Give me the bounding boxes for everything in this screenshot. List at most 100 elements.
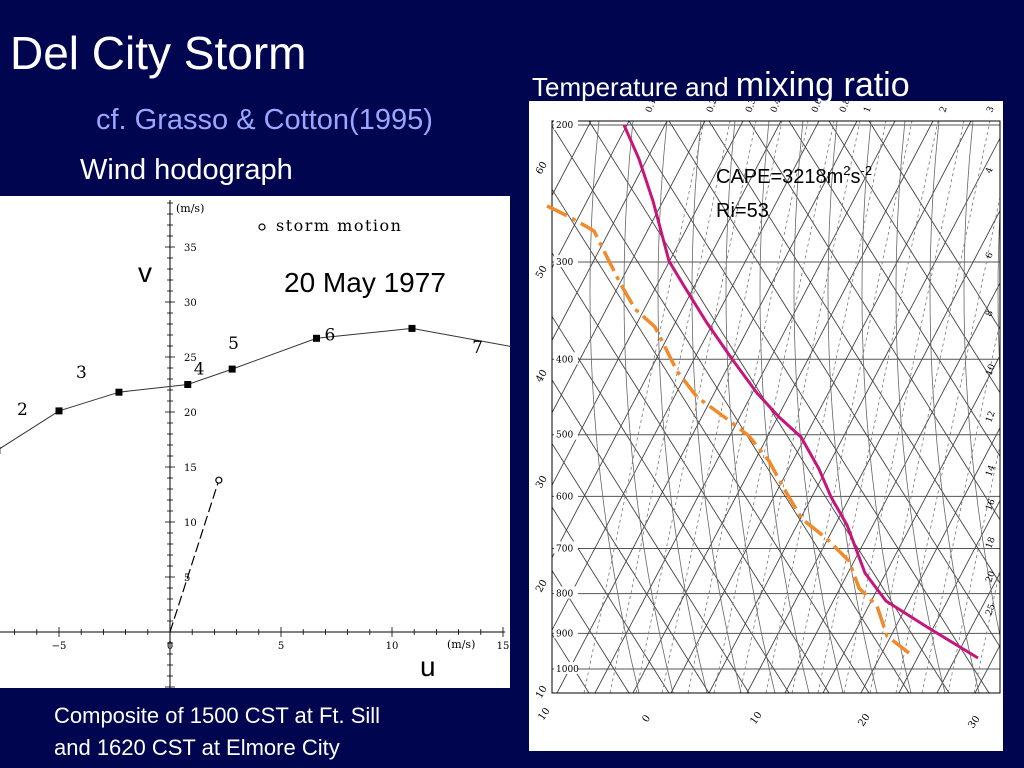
pressure-label-bg — [554, 541, 578, 554]
temperature-profile — [622, 124, 979, 660]
hodograph-level-label: 5 — [228, 334, 239, 354]
isotherm — [860, 427, 1000, 693]
moist-adiabat — [861, 121, 912, 693]
u-tick-label: 15 — [497, 641, 510, 652]
dry-adiabat — [552, 506, 670, 693]
mixing-ratio-label: 4 — [984, 166, 995, 175]
pressure-label: 700 — [556, 544, 573, 554]
hodograph-level-marker — [228, 365, 236, 373]
pressure-label-bg — [554, 626, 578, 639]
v-tick-label: 25 — [184, 353, 197, 364]
isotherm — [552, 121, 668, 342]
mixing-ratio-line — [739, 121, 861, 693]
cape-value: CAPE=3218m2s-2 — [716, 163, 872, 188]
temperature-label: 0 — [640, 713, 653, 725]
hodograph-level-label: 7 — [472, 338, 483, 358]
isotherm — [552, 121, 706, 414]
temperature-label: 10 — [748, 710, 764, 727]
mixing-ratio-label: 0.8 — [838, 101, 852, 114]
mixing-ratio-label: 0.3 — [744, 101, 758, 114]
isotherm — [632, 121, 934, 693]
moist-adiabat — [759, 121, 810, 693]
dry-adiabat — [708, 121, 1000, 585]
mixing-ratio-label: 25 — [984, 603, 997, 617]
hodograph-level-marker — [184, 381, 192, 388]
dewpoint-profile — [546, 204, 911, 655]
pressure-label: 300 — [556, 258, 573, 268]
isotherm — [552, 121, 592, 197]
hodograph-u-units: (m/s) — [447, 638, 475, 651]
dry-adiabat — [552, 569, 630, 693]
mixing-ratio-label: 2 — [938, 105, 949, 114]
mixing-ratio-line — [583, 121, 705, 693]
isotherm — [594, 121, 896, 693]
hodograph-level-label: 6 — [325, 325, 336, 345]
hodograph-v-axis-label: v — [138, 257, 152, 288]
theta-label: 30 — [534, 474, 550, 491]
isotherm — [746, 209, 1000, 693]
u-tick-label: −5 — [52, 641, 67, 652]
legend-marker-icon — [258, 223, 266, 231]
dry-adiabat — [529, 121, 549, 693]
mixing-ratio-line — [973, 567, 1000, 693]
hodograph-level-label: 2 — [17, 400, 28, 420]
u-tick-label: 10 — [386, 641, 399, 652]
mixing-ratio-label: 0.6 — [810, 101, 824, 114]
hodograph-axes — [0, 200, 770, 688]
mixing-ratio-label: 0.2 — [705, 101, 719, 114]
pressure-label-bg — [554, 427, 578, 440]
theta-label: 40 — [534, 368, 550, 385]
mixing-ratio-line — [843, 121, 965, 693]
pressure-label: 600 — [556, 492, 573, 502]
mixing-ratio-label: 3 — [985, 105, 996, 114]
sounding-heading-prefix: Temperature and — [532, 72, 736, 102]
pressure-label: 200 — [556, 121, 573, 131]
moist-adiabat — [963, 121, 1000, 638]
sounding-panel: 200 300 400 500 600 700 800 900 1000 0.1 0.2 0.3 0.4… — [529, 94, 1003, 751]
pressure-label: 1000 — [556, 665, 579, 675]
theta-label: 20 — [534, 578, 550, 595]
moist-adiabat — [691, 121, 742, 693]
theta-label: 60 — [534, 160, 550, 177]
mixing-ratio-line — [635, 121, 757, 693]
mixing-ratio-line — [609, 121, 731, 693]
theta-label: 50 — [534, 264, 550, 281]
moist-adiabat — [827, 121, 878, 693]
isotherm — [552, 121, 782, 559]
mixing-ratio-label: 30 — [991, 101, 1003, 104]
moist-adiabat — [623, 121, 674, 693]
mixing-ratio-label: 18 — [984, 536, 997, 550]
hodograph-heading: Wind hodograph — [80, 154, 293, 186]
pressure-label-bg — [554, 489, 578, 502]
dry-adiabat — [748, 121, 1000, 521]
sounding-heading-suffix: mixing ratio — [735, 66, 910, 104]
isotherm — [552, 121, 630, 269]
mixing-ratio-line — [687, 121, 809, 693]
pressure-label-bg — [554, 586, 578, 599]
hodograph-figure: −10−505101520255101520253035 sfc12345678… — [0, 200, 771, 688]
hodograph-u-axis-label: u — [420, 651, 436, 682]
temperature-label: 10 — [536, 706, 552, 723]
isotherm — [822, 354, 1000, 693]
ri-value: Ri=53 — [716, 200, 769, 222]
v-tick-label: 30 — [184, 298, 197, 309]
dry-adiabat — [552, 315, 790, 693]
u-tick-label: 0 — [167, 641, 173, 652]
caption-line-2: and 1620 CST at Elmore City — [54, 735, 340, 760]
pressure-label: 500 — [556, 431, 573, 441]
slide-title: Del City Storm — [10, 27, 307, 79]
mixing-ratio-label: 1 — [862, 105, 873, 114]
temperature-label: 20 — [856, 712, 872, 729]
hodograph-legend: storm motion — [276, 216, 402, 235]
mixing-ratio-line — [765, 121, 887, 693]
moist-adiabat — [725, 121, 776, 693]
pressure-label: 800 — [556, 590, 573, 600]
dry-adiabat — [868, 121, 1000, 330]
caption-line-1: Composite of 1500 CST at Ft. Sill — [54, 703, 381, 728]
hodograph-v-units: (m/s) — [176, 202, 204, 215]
mixing-ratio-label: 10 — [984, 363, 997, 377]
dry-adiabat — [552, 124, 910, 693]
storm-motion-marker — [215, 476, 223, 484]
mixing-ratio-label: 6 — [984, 251, 995, 260]
v-tick-label: 10 — [184, 518, 197, 529]
